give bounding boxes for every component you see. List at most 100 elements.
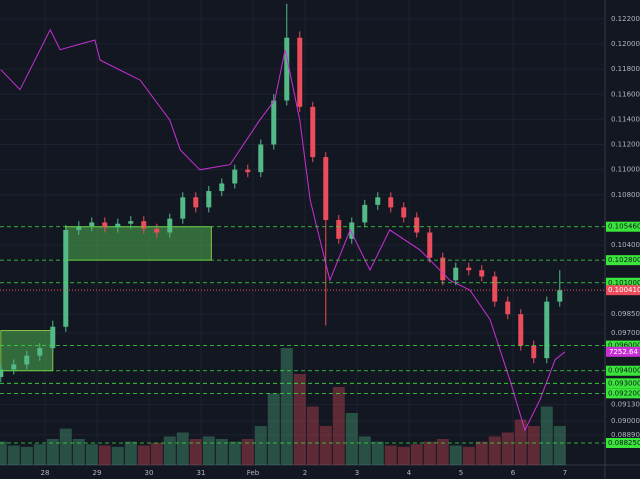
volume-bar xyxy=(397,446,410,465)
x-tick-label: 7 xyxy=(563,469,567,477)
volume-bar xyxy=(436,439,449,465)
candle-body xyxy=(206,191,212,208)
last-price-label: 0.100410 xyxy=(608,286,640,294)
level-tag xyxy=(606,277,640,288)
volume-bar xyxy=(475,441,488,465)
volume-bar xyxy=(423,441,436,465)
level-tag xyxy=(606,340,640,351)
x-tick-label: 6 xyxy=(511,469,516,477)
volume-bar xyxy=(176,432,189,465)
candle-body xyxy=(24,355,30,365)
x-tick-label: 31 xyxy=(197,469,206,477)
level-tag xyxy=(606,438,640,449)
candle-body xyxy=(362,204,368,223)
volume-bar xyxy=(306,406,319,465)
volume-bar xyxy=(215,439,228,465)
level-tag xyxy=(606,388,640,399)
volume-bar xyxy=(189,439,202,465)
zone xyxy=(65,226,212,261)
candle-body xyxy=(297,37,303,107)
level-label: 0.105460 xyxy=(608,223,640,231)
x-tick-label: 29 xyxy=(93,469,102,477)
volume-bar xyxy=(241,439,254,465)
volume-bar xyxy=(98,445,111,465)
x-tick-label: 30 xyxy=(145,469,154,477)
volume-bar xyxy=(488,436,501,465)
x-tick-label: Feb xyxy=(247,469,260,477)
candle-body xyxy=(336,219,342,239)
candle-body xyxy=(284,37,290,101)
candle-body xyxy=(232,169,238,184)
candle-body xyxy=(323,157,329,220)
candle-body xyxy=(193,197,199,208)
volume-bar xyxy=(293,374,306,465)
volume-bar xyxy=(553,426,566,465)
candle-body xyxy=(11,364,17,370)
volume-bar xyxy=(59,428,72,465)
volume-bar xyxy=(111,446,124,465)
x-tick-label: 4 xyxy=(407,469,412,477)
candle-body xyxy=(557,290,563,302)
candle-body xyxy=(375,197,381,205)
candle-body xyxy=(414,217,420,233)
volume-bar xyxy=(150,442,163,465)
candle-body xyxy=(479,270,485,277)
candle-body xyxy=(115,223,121,228)
candle-body xyxy=(154,228,160,233)
candle-body xyxy=(531,345,537,359)
overlay-tag xyxy=(606,346,640,357)
candle-body xyxy=(271,100,277,145)
volume-bar xyxy=(137,445,150,465)
candle-body xyxy=(37,348,43,356)
candle-body xyxy=(401,207,407,218)
candle-body xyxy=(505,301,511,315)
x-tick-label: 28 xyxy=(41,469,50,477)
volume-bar xyxy=(462,446,475,465)
volume-bar xyxy=(332,387,345,465)
level-tag xyxy=(606,365,640,376)
volume-bar xyxy=(449,445,462,465)
level-tag xyxy=(606,221,640,232)
volume-bar xyxy=(540,406,553,465)
candle-body xyxy=(180,197,186,219)
candle-body xyxy=(0,369,4,378)
volume-bar xyxy=(33,444,46,465)
candle-body xyxy=(544,301,550,359)
candle-body xyxy=(89,222,95,227)
volume-bar xyxy=(514,419,527,465)
level-label: 0.094000 xyxy=(608,367,640,375)
volume-bar xyxy=(0,441,7,465)
candle-body xyxy=(349,222,355,239)
candle-body xyxy=(219,183,225,192)
volume-bar xyxy=(371,441,384,465)
volume-bar xyxy=(319,426,332,465)
candle-body xyxy=(466,267,472,271)
volume-bar xyxy=(228,441,241,465)
volume-bar xyxy=(163,436,176,465)
volume-bar xyxy=(72,439,85,465)
overlay-label: 7252.64 xyxy=(609,348,638,356)
volume-bar xyxy=(501,432,514,465)
candle-body xyxy=(76,226,82,230)
candle-body xyxy=(453,267,459,281)
overlay-line xyxy=(0,28,566,432)
candle-body xyxy=(102,222,108,228)
volume-bar xyxy=(124,441,137,465)
volume-bar xyxy=(527,426,540,465)
volume-bar xyxy=(384,445,397,465)
volume-bar xyxy=(202,436,215,465)
volume-bar xyxy=(7,445,20,465)
x-tick-label: 3 xyxy=(355,469,359,477)
volume-bar xyxy=(85,444,98,465)
